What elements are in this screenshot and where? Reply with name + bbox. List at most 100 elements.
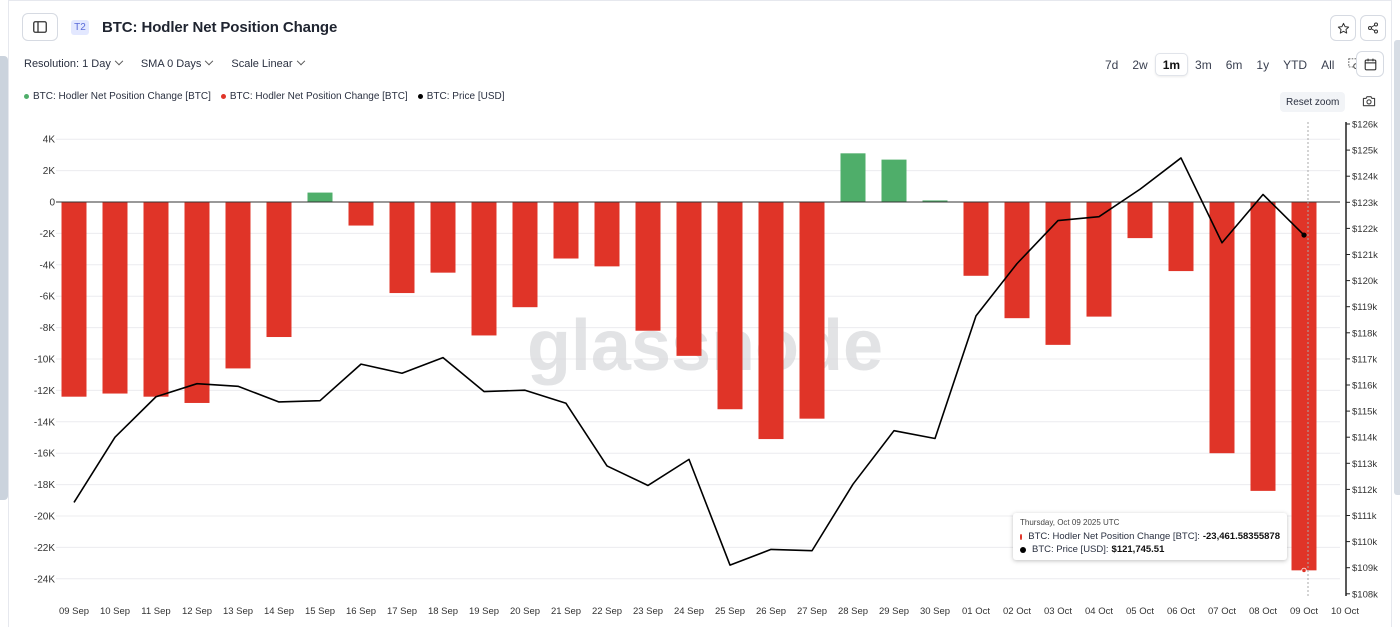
y-left-tick-label: 0 <box>49 198 55 209</box>
chart-tooltip: Thursday, Oct 09 2025 UTC BTC: Hodler Ne… <box>1013 513 1287 560</box>
x-tick-label: 10 Sep <box>100 606 130 617</box>
y-right-tick-label: $119k <box>1352 302 1377 313</box>
screenshot-button[interactable] <box>1362 94 1378 108</box>
legend-label: BTC: Hodler Net Position Change [BTC] <box>229 91 408 102</box>
bar[interactable] <box>1004 202 1030 319</box>
bar[interactable] <box>963 202 989 276</box>
share-button[interactable] <box>1360 15 1386 41</box>
range-7d[interactable]: 7d <box>1105 57 1119 72</box>
y-right-tick-label: $112k <box>1352 485 1377 496</box>
tooltip-date: Thursday, Oct 09 2025 UTC <box>1020 518 1120 527</box>
bar[interactable] <box>799 202 825 419</box>
y-left-tick-label: -18K <box>34 480 55 491</box>
bar[interactable] <box>553 202 579 259</box>
bar[interactable] <box>1086 202 1112 317</box>
bar[interactable] <box>717 202 743 410</box>
y-right-tick-label: $121k <box>1352 250 1378 261</box>
bar[interactable] <box>61 202 87 397</box>
bar[interactable] <box>1168 202 1194 272</box>
y-right-tick-label: $110k <box>1352 537 1377 548</box>
range-1m[interactable]: 1m <box>1154 53 1189 76</box>
bar[interactable] <box>430 202 456 273</box>
x-tick-label: 09 Oct <box>1290 606 1318 617</box>
tooltip-row-change: BTC: Hodler Net Position Change [BTC]: -… <box>1020 530 1280 543</box>
range-ytd[interactable]: YTD <box>1283 57 1308 72</box>
x-tick-label: 10 Oct <box>1331 606 1359 617</box>
x-tick-label: 04 Oct <box>1085 606 1113 617</box>
bar[interactable] <box>758 202 784 440</box>
bar-series <box>61 153 1317 571</box>
scale-dropdown[interactable]: Scale Linear <box>231 56 305 70</box>
y-right-tick-label: $118k <box>1352 328 1377 339</box>
y-left-tick-label: -4K <box>39 260 55 271</box>
bar[interactable] <box>594 202 620 267</box>
bar[interactable] <box>1127 202 1153 239</box>
range-6m[interactable]: 6m <box>1225 57 1243 72</box>
bar[interactable] <box>840 153 866 202</box>
bar[interactable] <box>471 202 497 336</box>
y-right-tick-label: $109k <box>1352 563 1378 574</box>
bar[interactable] <box>881 159 907 202</box>
x-tick-label: 05 Oct <box>1126 606 1154 617</box>
favorite-button[interactable] <box>1330 15 1356 41</box>
range-all[interactable]: All <box>1321 57 1335 72</box>
legend-label: BTC: Price [USD] <box>426 91 505 102</box>
bar[interactable] <box>1209 202 1235 454</box>
bar-marker <box>1301 567 1307 573</box>
bar[interactable] <box>389 202 415 294</box>
legend-item-positive-change[interactable]: BTC: Hodler Net Position Change [BTC] <box>24 91 211 102</box>
bar[interactable] <box>1045 202 1071 345</box>
y-left-tick-label: -14K <box>34 417 55 428</box>
x-tick-label: 17 Sep <box>387 606 417 617</box>
x-tick-label: 19 Sep <box>469 606 499 617</box>
price-marker <box>1301 232 1307 238</box>
y-left-tick-label: -22K <box>34 543 55 554</box>
bar[interactable] <box>676 202 702 356</box>
price-line[interactable] <box>73 157 1305 566</box>
bar[interactable] <box>635 202 661 331</box>
y-right-tick-label: $114k <box>1352 433 1377 444</box>
x-tick-label: 16 Sep <box>346 606 376 617</box>
sma-dropdown[interactable]: SMA 0 Days <box>141 56 214 70</box>
left-scrollbar[interactable] <box>0 56 8 500</box>
bar[interactable] <box>184 202 210 403</box>
sidebar-toggle-button[interactable] <box>22 13 58 41</box>
bar[interactable] <box>307 192 333 202</box>
bar[interactable] <box>348 202 374 226</box>
legend-dot-red <box>220 94 226 99</box>
bar[interactable] <box>512 202 538 308</box>
y-left-tick-label: -6K <box>39 292 55 303</box>
range-2w[interactable]: 2w <box>1132 57 1148 72</box>
chart-header: T2 BTC: Hodler Net Position Change <box>22 13 337 41</box>
calendar-button[interactable] <box>1356 51 1384 77</box>
resolution-dropdown[interactable]: Resolution: 1 Day <box>24 56 124 70</box>
legend-item-negative-change[interactable]: BTC: Hodler Net Position Change [BTC] <box>220 91 408 102</box>
bar[interactable] <box>1250 202 1276 491</box>
bar[interactable] <box>225 202 251 369</box>
x-tick-label: 08 Oct <box>1249 606 1277 617</box>
left-axis: 4K 2K 0 -2K -4K -6K -8K -10K -12K -14K -16K -18K -20… <box>34 135 56 586</box>
x-tick-label: 25 Sep <box>715 606 745 617</box>
x-tick-label: 23 Sep <box>633 606 663 617</box>
legend-dot-green <box>24 94 29 99</box>
x-tick-label: 03 Oct <box>1044 606 1072 617</box>
range-1y[interactable]: 1y <box>1256 57 1270 72</box>
bar[interactable] <box>922 200 948 202</box>
y-left-tick-label: -2K <box>39 229 55 240</box>
x-tick-label: 24 Sep <box>674 606 704 617</box>
bar[interactable] <box>102 202 128 394</box>
bar[interactable] <box>143 202 169 397</box>
y-left-tick-label: -24K <box>34 574 55 585</box>
right-scrollbar[interactable] <box>1394 40 1400 495</box>
range-3m[interactable]: 3m <box>1195 57 1212 72</box>
legend-item-price[interactable]: BTC: Price [USD] <box>417 91 505 102</box>
y-right-tick-label: $115k <box>1352 407 1377 418</box>
x-tick-label: 12 Sep <box>182 606 212 617</box>
bar[interactable] <box>1291 202 1317 571</box>
reset-zoom-button[interactable]: Reset zoom <box>1280 92 1346 112</box>
x-tick-label: 21 Sep <box>551 606 581 617</box>
tier-badge: T2 <box>71 19 89 35</box>
bar[interactable] <box>266 202 292 338</box>
